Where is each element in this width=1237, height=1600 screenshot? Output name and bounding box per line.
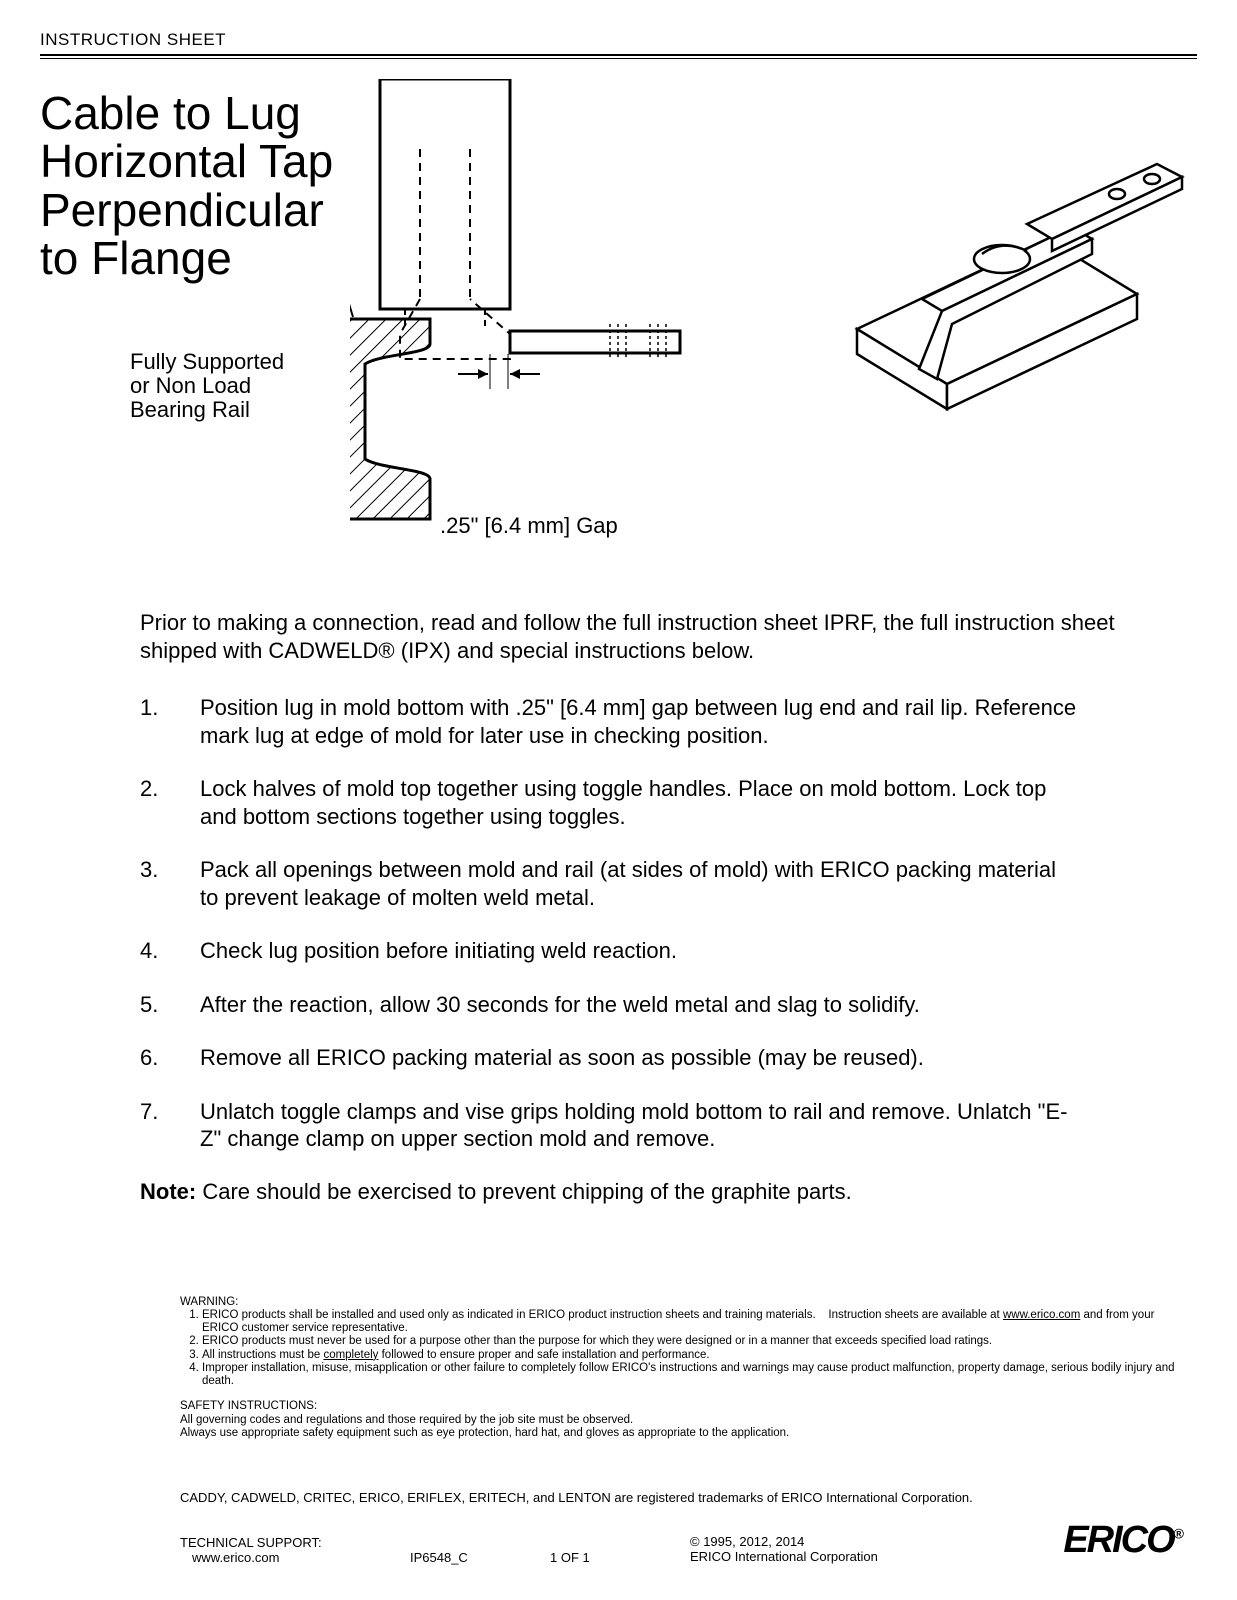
safety-line: All governing codes and regulations and … [180, 1414, 1177, 1427]
erico-logo: ERICO® [1063, 1519, 1182, 1562]
note-block: Note: Care should be exercised to preven… [140, 1179, 1140, 1205]
doc-type-header: INSTRUCTION SHEET [40, 30, 1197, 56]
warning-item: Improper installation, misuse, misapplic… [202, 1362, 1177, 1388]
title-line: Cable to Lug [40, 87, 301, 139]
support-label: TECHNICAL SUPPORT: [180, 1535, 410, 1550]
step-text: Unlatch toggle clamps and vise grips hol… [200, 1098, 1140, 1153]
footer: TECHNICAL SUPPORT: www.erico.com IP6548_… [180, 1534, 1187, 1565]
trademark-notice: CADDY, CADWELD, CRITEC, ERICO, ERIFLEX, … [180, 1490, 1177, 1505]
step-number: 2. [140, 775, 200, 830]
cross-section-diagram [350, 79, 690, 539]
document-number: IP6548_C [410, 1550, 550, 1565]
step-item: 5.After the reaction, allow 30 seconds f… [140, 991, 1140, 1019]
note-label: Note: [140, 1179, 196, 1204]
warning-item: All instructions must be completely foll… [202, 1349, 1177, 1362]
title-line: to Flange [40, 232, 232, 284]
step-number: 3. [140, 856, 200, 911]
step-text: Pack all openings between mold and rail … [200, 856, 1140, 911]
intro-paragraph: Prior to making a connection, read and f… [140, 609, 1140, 664]
safety-title: SAFETY INSTRUCTIONS: [180, 1400, 1177, 1413]
step-text: Lock halves of mold top together using t… [200, 775, 1140, 830]
step-number: 1. [140, 694, 200, 749]
step-text: Position lug in mold bottom with .25" [6… [200, 694, 1140, 749]
instruction-steps: 1.Position lug in mold bottom with .25" … [140, 694, 1140, 1153]
gap-dimension-label: .25" [6.4 mm] Gap [440, 513, 618, 539]
step-text: Check lug position before initiating wel… [200, 937, 1140, 965]
diagram-callout: Fully Supported or Non Load Bearing Rail [130, 350, 284, 423]
title-line: Horizontal Tap [40, 135, 333, 187]
warning-block: WARNING: ERICO products shall be install… [180, 1296, 1177, 1440]
support-url: www.erico.com [180, 1550, 410, 1565]
warning-item: ERICO products must never be used for a … [202, 1335, 1177, 1348]
safety-line: Always use appropriate safety equipment … [180, 1427, 1177, 1440]
step-item: 6.Remove all ERICO packing material as s… [140, 1044, 1140, 1072]
page-title: Cable to Lug Horizontal Tap Perpendicula… [40, 89, 340, 282]
step-item: 4.Check lug position before initiating w… [140, 937, 1140, 965]
warning-title: WARNING: [180, 1296, 1177, 1309]
step-number: 6. [140, 1044, 200, 1072]
step-item: 3.Pack all openings between mold and rai… [140, 856, 1140, 911]
step-number: 4. [140, 937, 200, 965]
step-text: Remove all ERICO packing material as soo… [200, 1044, 1140, 1072]
step-number: 5. [140, 991, 200, 1019]
warning-item: ERICO products shall be installed and us… [202, 1309, 1177, 1335]
step-item: 2.Lock halves of mold top together using… [140, 775, 1140, 830]
step-item: 7.Unlatch toggle clamps and vise grips h… [140, 1098, 1140, 1153]
title-line: Perpendicular [40, 184, 324, 236]
isometric-diagram [837, 159, 1197, 459]
registered-icon: ® [1174, 1525, 1182, 1541]
step-text: After the reaction, allow 30 seconds for… [200, 991, 1140, 1019]
step-item: 1.Position lug in mold bottom with .25" … [140, 694, 1140, 749]
header-rule [40, 58, 1197, 59]
note-text: Care should be exercised to prevent chip… [202, 1179, 851, 1204]
page-number: 1 OF 1 [550, 1550, 690, 1565]
step-number: 7. [140, 1098, 200, 1153]
